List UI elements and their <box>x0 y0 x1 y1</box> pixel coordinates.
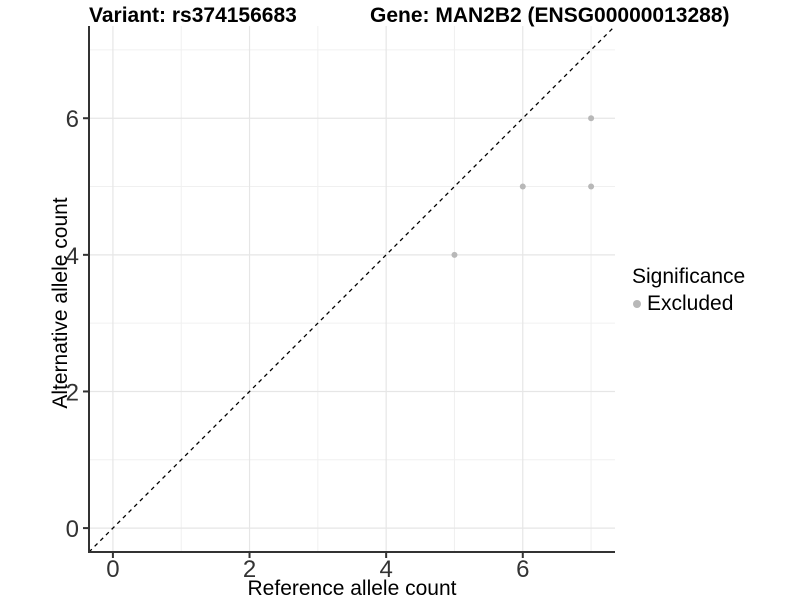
data-point <box>588 115 595 122</box>
x-tick-label: 0 <box>106 556 119 583</box>
y-tick-label: 6 <box>66 106 79 133</box>
y-tick-label: 2 <box>66 379 79 406</box>
x-axis-title: Reference allele count <box>247 577 457 600</box>
legend: Significance Excluded <box>632 265 745 316</box>
legend-item-excluded: Excluded <box>633 292 745 316</box>
x-tick-label: 6 <box>516 556 529 583</box>
y-axis-title: Alternative allele count <box>49 197 72 409</box>
legend-title: Significance <box>632 265 746 288</box>
y-tick-label: 0 <box>66 516 79 543</box>
data-point <box>451 251 458 258</box>
y-tick-label: 4 <box>66 243 79 270</box>
legend-item-label: Excluded <box>647 292 734 315</box>
x-tick-label: 2 <box>243 556 256 583</box>
data-point <box>519 183 526 190</box>
plot-title-variant: Variant: rs374156683 <box>89 4 297 27</box>
plot-title-gene: Gene: MAN2B2 (ENSG00000013288) <box>370 4 730 27</box>
identity-line <box>88 25 616 553</box>
data-point <box>588 183 595 190</box>
legend-point-icon <box>633 300 641 308</box>
x-tick-label: 4 <box>379 556 392 583</box>
